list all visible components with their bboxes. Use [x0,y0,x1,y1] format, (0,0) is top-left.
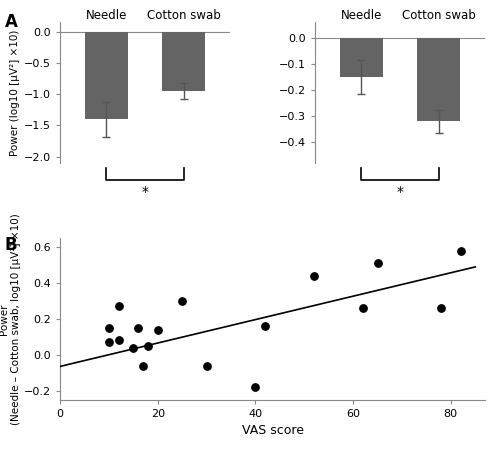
Point [310,272,318,279]
Point [105,324,113,331]
Point [261,322,269,330]
Bar [162,32,205,91]
Text: *: * [396,185,404,199]
Point [130,344,138,351]
Point [359,304,367,312]
Y-axis label: Power
(Needle – Cotton swab, log10 [μV²] ×10): Power (Needle – Cotton swab, log10 [μV²]… [0,213,21,425]
Bar [418,38,460,121]
Point [154,326,162,333]
X-axis label: VAS score: VAS score [242,424,304,437]
Text: A: A [5,13,18,31]
Point [437,304,445,312]
Point [134,324,142,331]
Point [105,339,113,346]
Y-axis label: Power (log10 [μV²] ×10): Power (log10 [μV²] ×10) [10,30,20,156]
Point [114,337,122,344]
Text: Needle: Needle [340,9,382,22]
Text: B: B [5,236,18,254]
Point [144,342,152,349]
Point [139,362,147,369]
Text: Cotton swab: Cotton swab [147,9,220,22]
Text: Needle: Needle [86,9,127,22]
Point [456,247,464,255]
Point [374,260,382,267]
Point [202,362,210,369]
Bar [85,32,128,119]
Point [252,383,260,391]
Point [114,303,122,310]
Point [178,297,186,304]
Text: Cotton swab: Cotton swab [402,9,475,22]
Text: *: * [142,185,148,199]
Bar [340,38,382,77]
